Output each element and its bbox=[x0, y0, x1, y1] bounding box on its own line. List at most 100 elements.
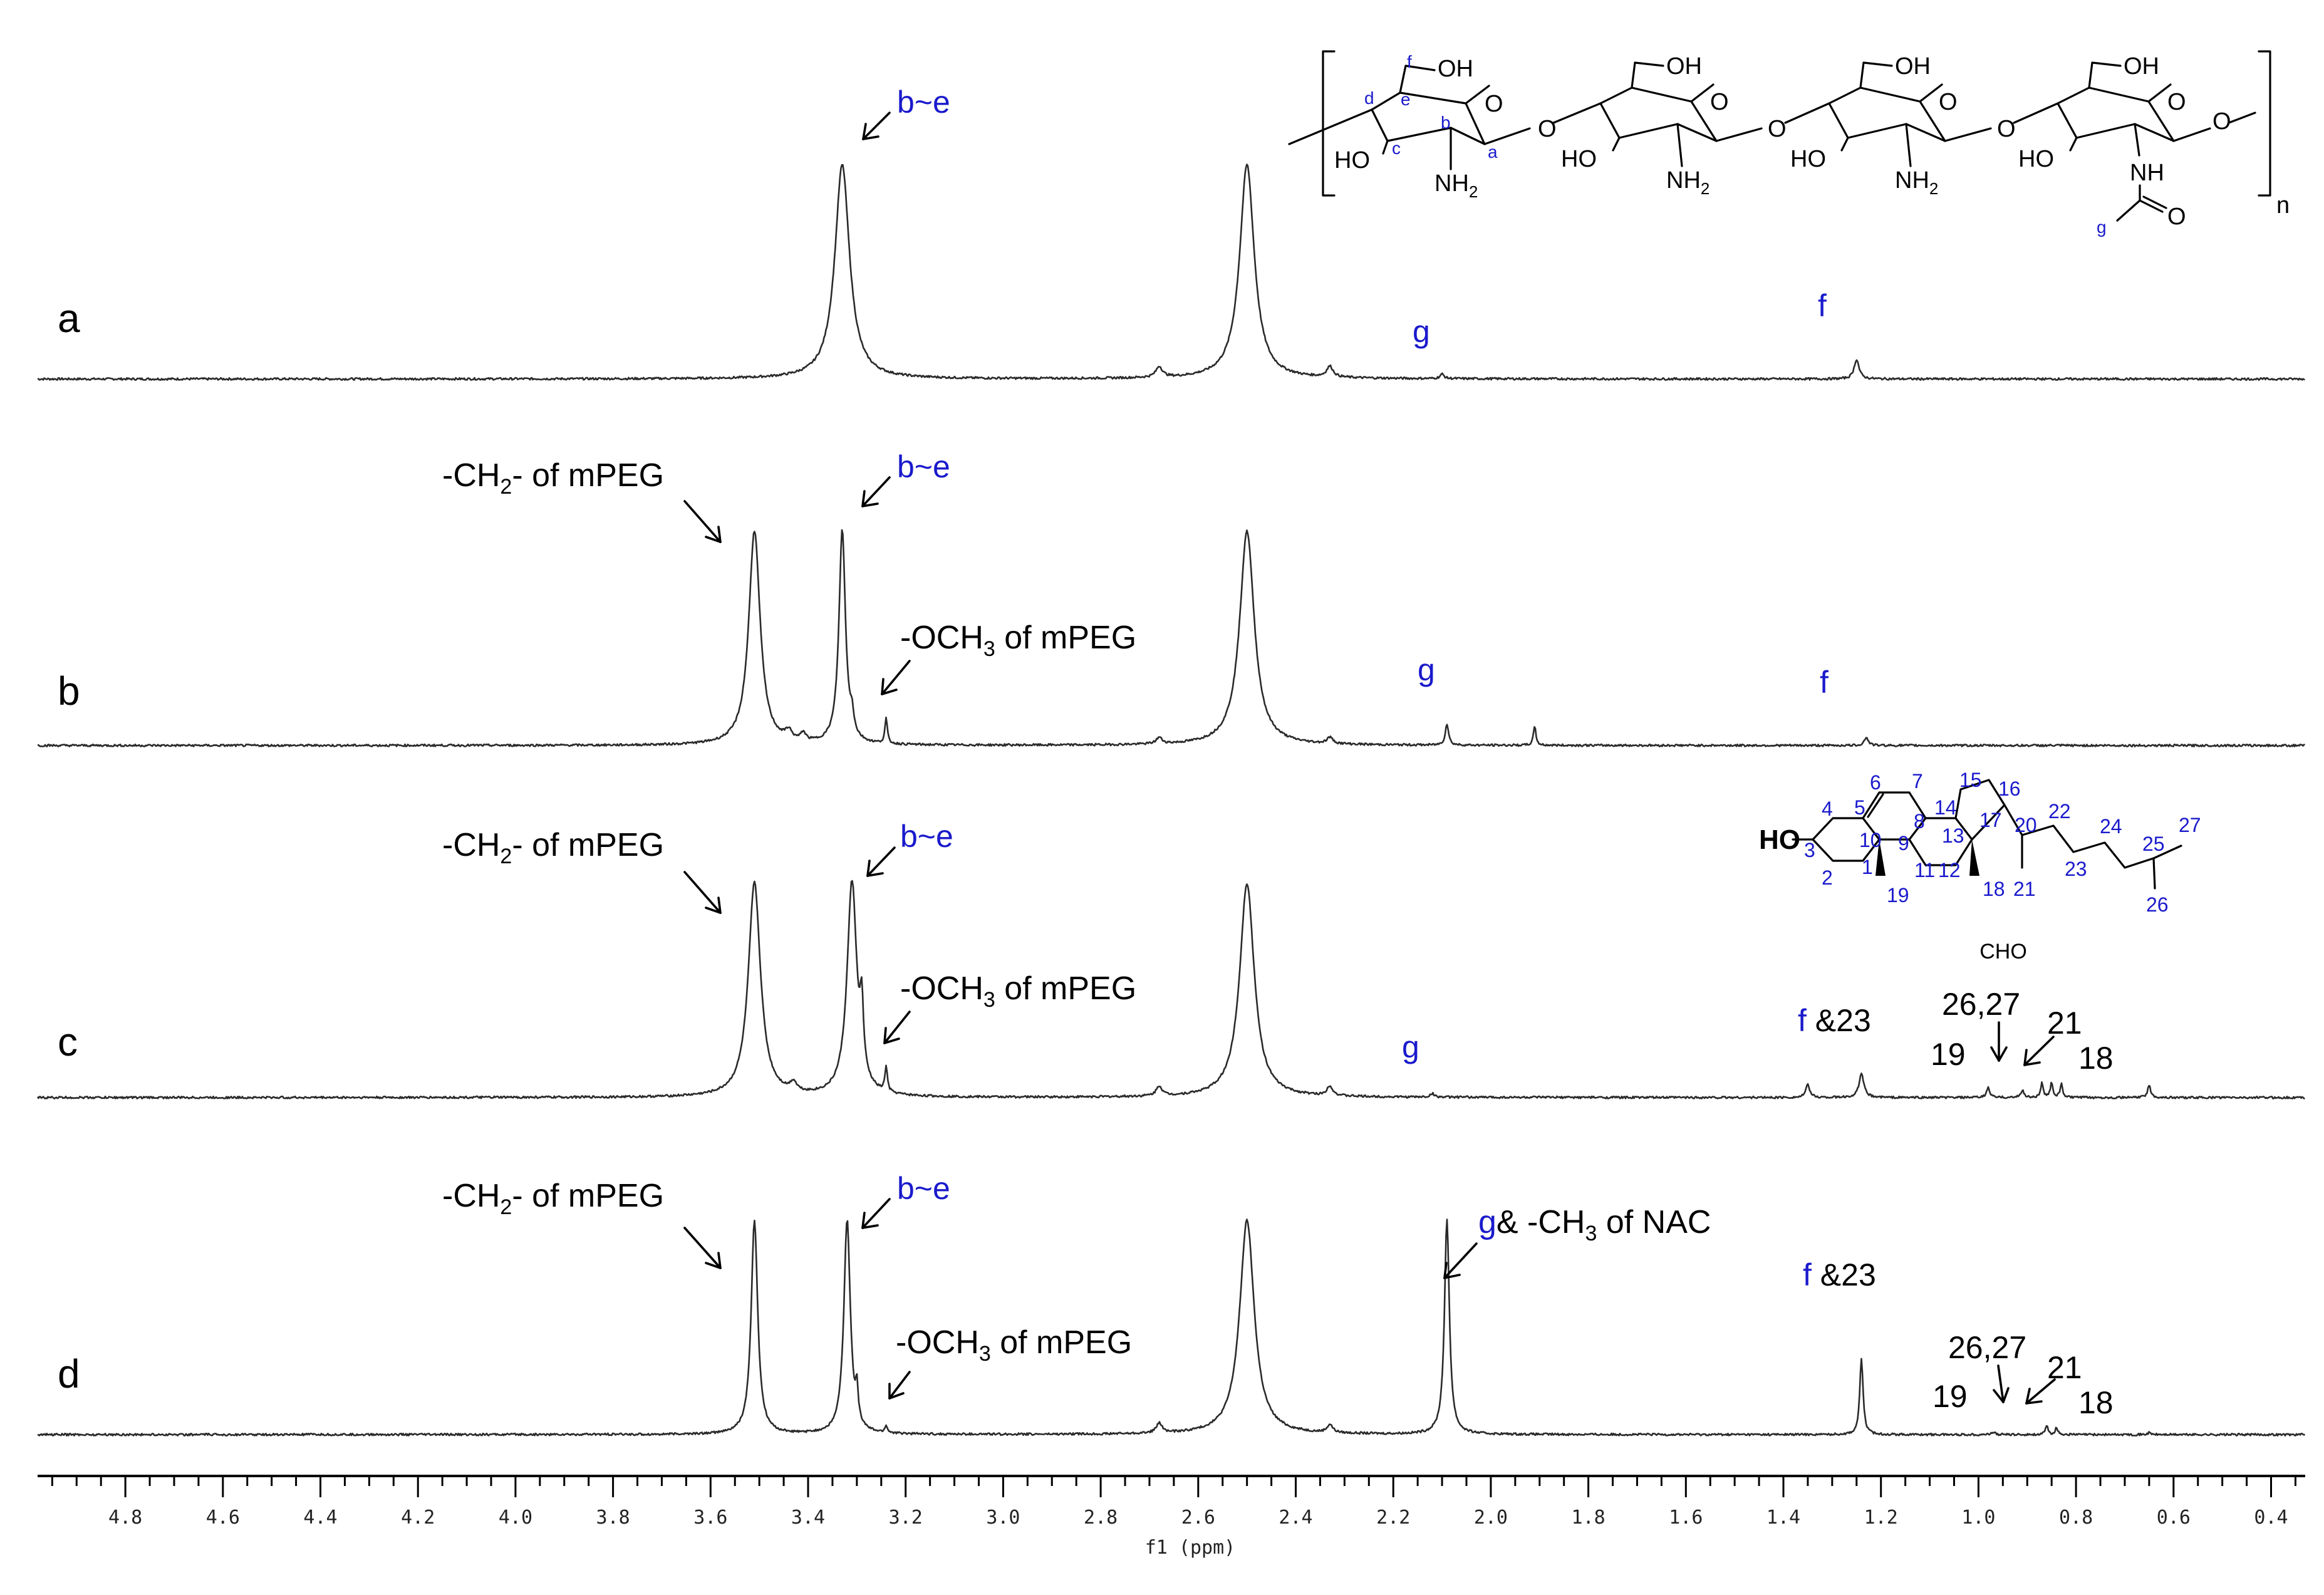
c-num-1: 1 bbox=[1862, 856, 1873, 878]
label-ch2-mpeg-d: -CH2- of mPEG bbox=[442, 1178, 664, 1219]
pos-f: f bbox=[1407, 52, 1412, 71]
label-och3-mpeg-b: -OCH3 of mPEG bbox=[900, 620, 1136, 661]
label-b-e-b: b~e bbox=[897, 449, 950, 484]
acetylglucosamine-unit-4: OH O HO NH O g O bbox=[2013, 53, 2256, 237]
spectrum-trace-c bbox=[36, 880, 2305, 1099]
arrow-21-c bbox=[2023, 1036, 2055, 1066]
link-o-2: O bbox=[1768, 116, 1787, 142]
arrow-21-d bbox=[2025, 1378, 2056, 1405]
ho-2: HO bbox=[1561, 146, 1597, 172]
x-axis-label: f1 (ppm) bbox=[1145, 1537, 1236, 1559]
pos-d: d bbox=[1364, 88, 1374, 108]
spectrum-label-a: a bbox=[58, 296, 80, 341]
ring-o-3: O bbox=[1939, 89, 1958, 115]
oh-4: OH bbox=[2124, 53, 2159, 80]
label-och3-mpeg-d: -OCH3 of mPEG bbox=[896, 1324, 1132, 1366]
tick-label: 3.6 bbox=[693, 1507, 727, 1529]
nh-4: NH bbox=[2130, 160, 2164, 186]
methyl-19-wedge bbox=[1875, 839, 1886, 876]
repeat-n: n bbox=[2276, 192, 2290, 219]
spectrum-label-c: c bbox=[58, 1019, 78, 1064]
tick-label: 1.0 bbox=[1961, 1507, 1995, 1529]
c-num-6: 6 bbox=[1870, 771, 1881, 794]
arrow-ch2-mpeg-b bbox=[683, 500, 722, 543]
nh2-3: NH2 bbox=[1895, 167, 1938, 198]
tick-label: 2.0 bbox=[1474, 1507, 1508, 1529]
c-num-10: 10 bbox=[1859, 829, 1882, 851]
label-2627-c: 26,27 bbox=[1942, 987, 2020, 1022]
arrow-g-nac-d bbox=[1443, 1242, 1478, 1279]
label-f-b: f bbox=[1820, 665, 1829, 700]
carbonyl-o: O bbox=[2167, 204, 2186, 230]
glucosamine-unit-1: OH O HO NH2 d f e c b a O bbox=[1288, 52, 1557, 201]
tick-label: 3.4 bbox=[791, 1507, 825, 1529]
arrow-2627-c bbox=[1990, 1021, 2008, 1062]
tick-label: 4.0 bbox=[499, 1507, 532, 1529]
tick-label: 2.2 bbox=[1376, 1507, 1410, 1529]
label-b-e-c: b~e bbox=[900, 819, 953, 854]
spectrum-trace-a bbox=[37, 164, 2305, 382]
glucosamine-unit-2: OH O HO NH2 O bbox=[1552, 53, 1787, 198]
spectrum-trace-b bbox=[37, 529, 2305, 747]
tick-label: 2.8 bbox=[1084, 1507, 1118, 1529]
cholesterol-bonds bbox=[1792, 779, 2182, 890]
tick-label: 2.4 bbox=[1279, 1507, 1312, 1529]
tick-label: 4.4 bbox=[303, 1507, 337, 1529]
arrow-och3-mpeg-b bbox=[881, 660, 911, 695]
annotations-d: -CH2- of mPEG b~e g& -CH3 of NAC -OCH3 o… bbox=[442, 1171, 2114, 1420]
oh-3: OH bbox=[1895, 53, 1931, 80]
nh2-1: NH2 bbox=[1434, 170, 1478, 201]
ho-4: HO bbox=[2018, 146, 2054, 172]
c-num-24: 24 bbox=[2100, 815, 2122, 838]
label-och3-mpeg-c: -OCH3 of mPEG bbox=[900, 970, 1136, 1012]
label-f23-c: f &23 bbox=[1798, 1003, 1871, 1038]
link-o-1: O bbox=[1538, 116, 1557, 142]
annotations-a: b~e g f bbox=[862, 85, 1827, 349]
glucosamine-unit-3: OH O HO NH2 O bbox=[1784, 53, 2016, 198]
c-num-4: 4 bbox=[1822, 798, 1833, 820]
arrow-2627-d bbox=[1993, 1364, 2010, 1403]
c-num-14: 14 bbox=[1934, 796, 1957, 819]
label-18-c: 18 bbox=[2078, 1041, 2114, 1076]
c-num-5: 5 bbox=[1854, 796, 1865, 819]
label-g-a: g bbox=[1413, 314, 1430, 349]
tick-label: 1.6 bbox=[1669, 1507, 1703, 1529]
label-19-d: 19 bbox=[1932, 1379, 1968, 1414]
c-num-8: 8 bbox=[1914, 810, 1925, 833]
cholesterol-numbers: 1 2 3 4 5 6 7 8 9 10 11 12 13 14 15 16 1… bbox=[1804, 769, 2201, 916]
arrow-ch2-mpeg-c bbox=[683, 871, 722, 914]
link-o-4: O bbox=[2212, 108, 2231, 135]
x-axis: 4.8 4.6 4.4 4.2 4.0 3.8 3.6 3.4 3.2 3.0 2.8 2.6 2.4 2… bbox=[38, 1475, 2305, 1559]
tick-label: 2.6 bbox=[1181, 1507, 1215, 1529]
c-num-13: 13 bbox=[1942, 824, 1964, 847]
c-num-18: 18 bbox=[1983, 878, 2005, 900]
oh-2: OH bbox=[1666, 53, 1702, 80]
label-19-c: 19 bbox=[1931, 1037, 1966, 1072]
c-num-11: 11 bbox=[1914, 859, 1935, 881]
tick-label: 0.4 bbox=[2254, 1507, 2288, 1529]
c-num-9: 9 bbox=[1898, 832, 1909, 855]
tick-label: 0.6 bbox=[2157, 1507, 2191, 1529]
c-num-7: 7 bbox=[1912, 770, 1923, 792]
tick-label: 1.8 bbox=[1572, 1507, 1606, 1529]
tick-label: 1.4 bbox=[1766, 1507, 1800, 1529]
spectrum-letters: a b c d bbox=[58, 296, 80, 1396]
c-num-19: 19 bbox=[1887, 884, 1909, 907]
tick-label: 0.8 bbox=[2059, 1507, 2093, 1529]
arrow-och3-mpeg-c bbox=[883, 1011, 911, 1044]
spectrum-label-d: d bbox=[58, 1351, 80, 1396]
c-num-17: 17 bbox=[1979, 809, 2002, 831]
c-num-27: 27 bbox=[2179, 814, 2201, 836]
pos-c: c bbox=[1392, 138, 1401, 158]
arrow-b-e-c bbox=[866, 846, 896, 877]
c-num-15: 15 bbox=[1959, 769, 1982, 791]
tick-label: 4.6 bbox=[206, 1507, 240, 1529]
tick-label: 3.0 bbox=[986, 1507, 1020, 1529]
arrow-och3-mpeg-d bbox=[888, 1371, 911, 1400]
label-ch2-mpeg-b: -CH2- of mPEG bbox=[442, 457, 664, 499]
cholesterol-structure: HO CHO 1 2 3 4 5 6 7 8 9 10 11 12 13 14 … bbox=[1759, 769, 2201, 964]
arrow-b-e-b bbox=[861, 476, 891, 507]
ring-o-4: O bbox=[2167, 89, 2186, 115]
pos-e: e bbox=[1401, 90, 1411, 109]
label-21-c: 21 bbox=[2047, 1005, 2082, 1041]
